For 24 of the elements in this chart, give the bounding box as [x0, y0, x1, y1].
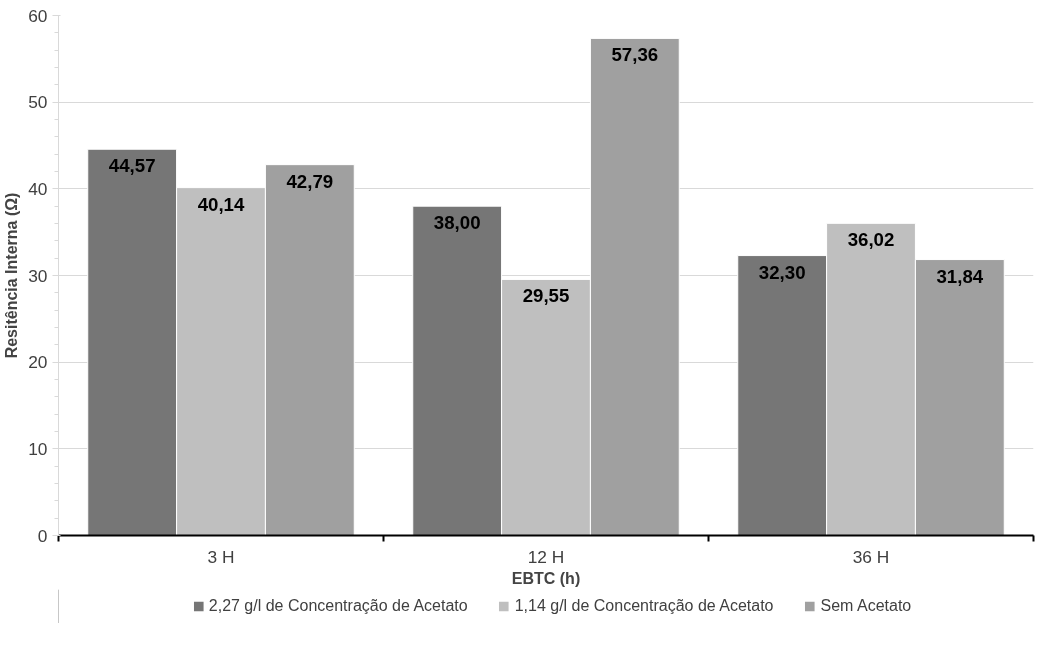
data-label: 29,55 — [522, 285, 570, 307]
y-tick-label: 0 — [37, 525, 48, 546]
y-tick-label: 30 — [28, 265, 48, 286]
y-tick-label: 60 — [28, 5, 48, 26]
x-tick-label: 12 H — [527, 546, 565, 567]
data-label: 36,02 — [847, 229, 895, 251]
x-tick-label: 3 H — [207, 546, 235, 567]
data-label: 57,36 — [611, 44, 659, 66]
data-label: 40,14 — [197, 193, 245, 215]
legend-label: 2,27 g/l de Concentração de Acetato — [208, 597, 468, 615]
data-label: 31,84 — [936, 265, 984, 287]
legend-label: 1,14 g/l de Concentração de Acetato — [514, 597, 774, 615]
x-axis-title: EBTC (h) — [511, 569, 581, 587]
y-tick-label: 20 — [28, 352, 48, 373]
x-tick-label: 36 H — [852, 546, 890, 567]
y-tick-label: 40 — [28, 178, 48, 199]
y-axis-title: Resitência Interna (Ω) — [3, 192, 21, 359]
y-tick-label: 50 — [28, 92, 48, 113]
data-label: 38,00 — [433, 212, 481, 234]
data-label: 44,57 — [108, 155, 156, 177]
y-tick-label: 10 — [28, 438, 48, 459]
data-label: 42,79 — [286, 170, 334, 192]
legend-label: Sem Acetato — [820, 597, 912, 615]
data-label: 32,30 — [758, 261, 806, 283]
